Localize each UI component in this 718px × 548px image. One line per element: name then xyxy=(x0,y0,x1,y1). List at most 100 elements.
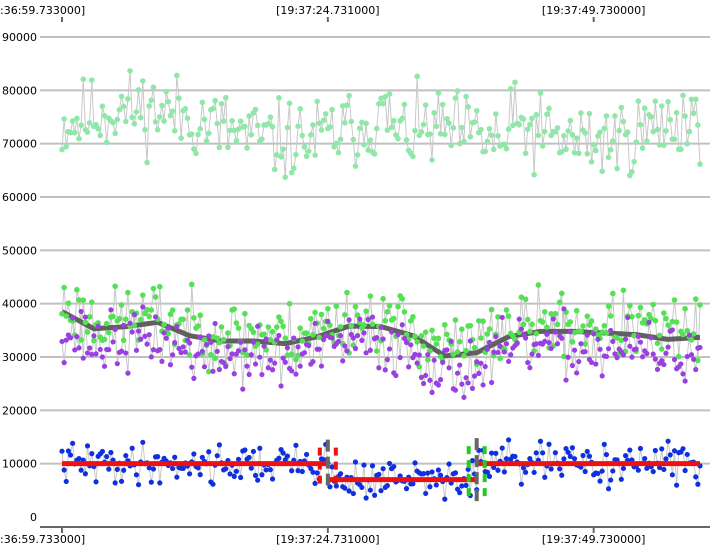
data-point xyxy=(180,316,187,323)
data-point xyxy=(382,93,389,100)
data-point xyxy=(78,308,84,315)
data-point xyxy=(333,140,340,147)
data-point xyxy=(510,122,516,129)
data-point xyxy=(72,347,78,353)
data-point xyxy=(201,116,208,123)
data-point xyxy=(690,331,697,337)
data-point xyxy=(284,345,291,351)
data-point xyxy=(608,477,614,483)
data-point xyxy=(652,98,659,105)
data-point xyxy=(335,338,342,345)
data-point xyxy=(531,469,537,476)
data-point xyxy=(514,340,520,346)
data-point xyxy=(357,316,363,322)
data-point xyxy=(106,466,112,472)
data-point xyxy=(159,358,165,364)
data-point xyxy=(197,334,203,340)
data-point xyxy=(544,111,550,118)
data-point xyxy=(695,122,701,128)
data-point xyxy=(220,118,227,124)
data-point xyxy=(169,108,176,114)
data-point xyxy=(533,341,539,347)
data-point xyxy=(280,146,286,152)
data-point xyxy=(276,455,282,461)
data-point xyxy=(650,128,657,135)
data-point xyxy=(605,486,612,492)
data-point xyxy=(561,353,567,360)
data-point xyxy=(539,143,546,149)
data-point xyxy=(484,138,491,145)
data-point xyxy=(342,119,348,126)
data-point xyxy=(688,337,695,343)
data-point xyxy=(289,468,295,474)
data-point xyxy=(605,346,612,352)
data-point xyxy=(308,132,314,138)
data-point xyxy=(76,297,82,303)
data-point xyxy=(644,138,650,144)
data-point xyxy=(490,146,497,153)
data-point xyxy=(344,348,350,354)
data-point xyxy=(452,95,459,101)
data-point xyxy=(442,322,448,328)
data-point xyxy=(654,340,661,347)
data-point xyxy=(267,467,274,473)
data-point xyxy=(329,464,335,470)
data-point xyxy=(280,323,286,330)
data-point xyxy=(467,322,474,329)
data-point xyxy=(218,100,225,107)
data-point xyxy=(488,132,495,139)
data-point xyxy=(78,337,84,343)
data-point xyxy=(359,337,365,343)
data-point xyxy=(142,333,148,339)
data-point xyxy=(359,119,365,126)
data-point xyxy=(214,348,220,354)
data-point xyxy=(174,323,180,330)
data-point xyxy=(480,382,486,388)
data-point xyxy=(369,463,376,469)
data-point xyxy=(435,467,442,473)
data-point xyxy=(542,338,548,344)
data-point xyxy=(641,105,648,112)
data-point xyxy=(652,317,659,324)
data-point xyxy=(140,78,146,84)
data-point xyxy=(67,335,74,341)
data-point xyxy=(531,171,537,178)
data-point xyxy=(352,345,359,352)
y-tick-label: 0 xyxy=(30,511,37,524)
data-point xyxy=(410,314,416,320)
data-point xyxy=(495,467,501,473)
data-point xyxy=(337,136,344,143)
data-point xyxy=(169,465,176,472)
data-point xyxy=(127,320,133,326)
data-point xyxy=(186,352,193,358)
data-point xyxy=(199,348,205,354)
data-point xyxy=(367,487,373,493)
data-point xyxy=(346,317,352,323)
data-point xyxy=(433,341,440,347)
data-point xyxy=(384,308,391,315)
data-point xyxy=(320,457,327,463)
data-point xyxy=(416,352,422,358)
data-point xyxy=(137,316,144,323)
data-point xyxy=(197,472,203,478)
data-point xyxy=(682,467,688,474)
data-point xyxy=(488,379,495,386)
data-point xyxy=(380,466,386,472)
data-point xyxy=(267,114,274,120)
data-point xyxy=(599,168,605,175)
data-point xyxy=(344,102,350,108)
data-point xyxy=(367,347,373,353)
data-point xyxy=(584,150,591,157)
data-point xyxy=(133,472,140,478)
data-point xyxy=(70,315,76,321)
data-point xyxy=(155,454,161,460)
data-point xyxy=(671,356,678,363)
data-point xyxy=(74,334,80,340)
data-point xyxy=(63,313,70,319)
data-point xyxy=(631,332,637,339)
data-point xyxy=(618,104,625,111)
data-point xyxy=(365,147,372,153)
data-point xyxy=(637,121,644,128)
data-point xyxy=(465,104,471,110)
data-point xyxy=(199,99,206,106)
